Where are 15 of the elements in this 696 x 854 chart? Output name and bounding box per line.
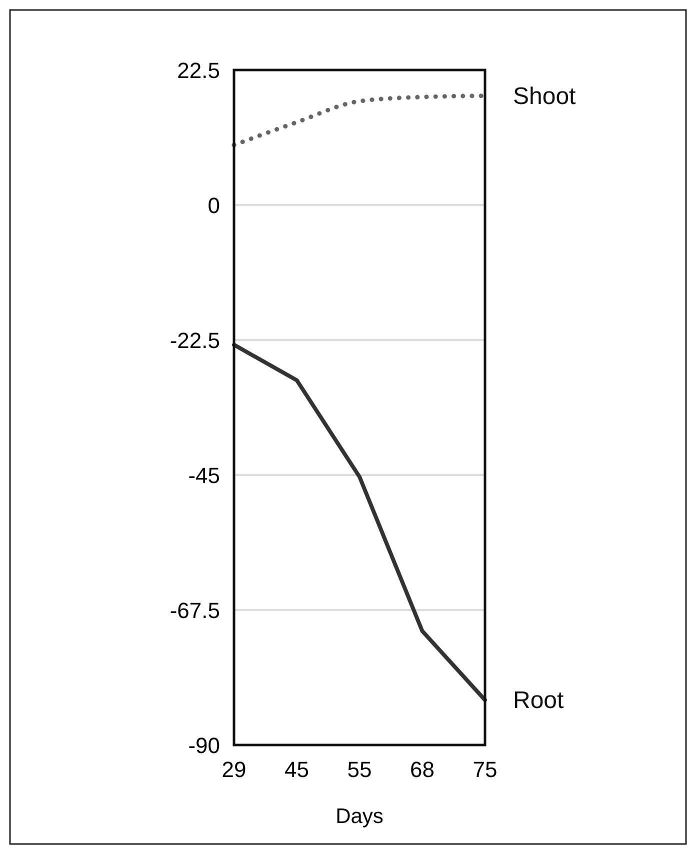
x-axis-title: Days xyxy=(336,805,384,828)
x-tick-label: 29 xyxy=(222,757,246,782)
x-tick-label: 45 xyxy=(284,757,309,782)
x-tick-label: 55 xyxy=(347,757,372,782)
x-tick-label: 75 xyxy=(472,757,498,782)
y-tick-label: 0 xyxy=(208,193,220,218)
series-label: Root xyxy=(513,687,564,714)
y-tick-label: -22.5 xyxy=(170,328,220,353)
x-tick-label: 68 xyxy=(410,757,434,782)
y-tick-label: -67.5 xyxy=(170,598,220,623)
y-tick-label: -90 xyxy=(188,733,220,758)
y-tick-label: -45 xyxy=(188,463,220,488)
series-label: Shoot xyxy=(513,82,576,110)
line-series xyxy=(232,342,487,702)
y-tick-label: 22.5 xyxy=(177,58,220,83)
